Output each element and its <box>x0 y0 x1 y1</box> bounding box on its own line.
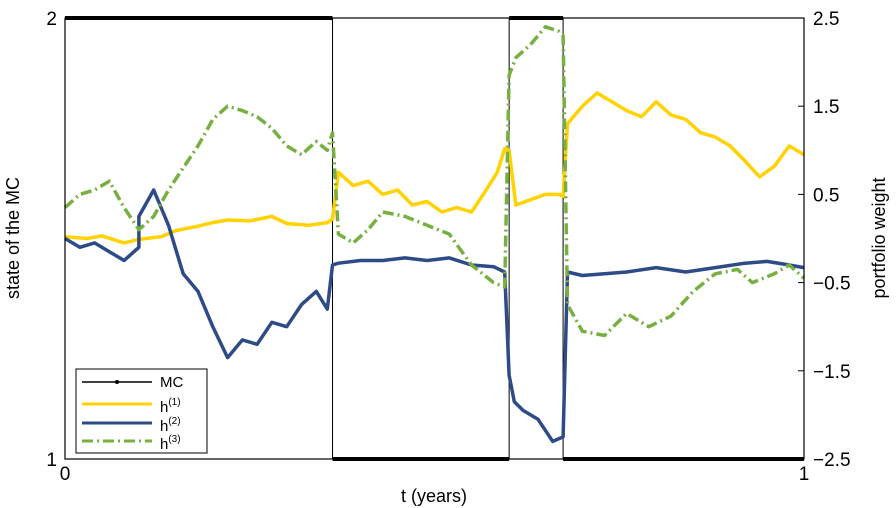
y-right-tick-label: 1.5 <box>813 97 839 118</box>
x-axis-label: t (years) <box>401 486 467 506</box>
y-right-tick-label: −0.5 <box>813 274 851 295</box>
legend-item-h3: h(3) <box>82 434 181 453</box>
y-right-tick-label: 0.5 <box>813 185 839 206</box>
legend-item-mc: MC <box>82 374 183 391</box>
y-right-axis-label: portfolio weight <box>869 177 889 298</box>
legend-item-h2: h(2) <box>82 416 181 435</box>
legend-box <box>75 368 208 454</box>
legend-label-h1-base: h <box>160 399 168 416</box>
legend-marker-mc <box>115 380 119 384</box>
legend-label-h2-base: h <box>160 418 168 435</box>
y-left-axis-label: state of the MC <box>3 177 23 299</box>
series-h1-line <box>64 91 805 245</box>
ticks-layer: 0 112−2.5−1.5−0.50.51.52.5 <box>46 9 850 485</box>
legend-item-h1: h(1) <box>82 397 181 416</box>
legend-label-h3-sup: (3) <box>168 434 180 445</box>
legend: MC h(1) h(2) h(3) <box>75 368 208 454</box>
legend-label-h1-sup: (1) <box>168 397 180 408</box>
y-right-tick-label: −1.5 <box>813 362 851 383</box>
legend-label-h2: h(2) <box>160 416 181 435</box>
legend-label-mc: MC <box>160 374 183 391</box>
legend-label-h3: h(3) <box>160 434 181 453</box>
series-h2-line <box>64 188 805 444</box>
legend-label-h2-sup: (2) <box>168 416 180 427</box>
y-left-tick-label: 2 <box>46 9 57 30</box>
series-h3-line <box>63 25 806 338</box>
x-tick-label: 0 <box>60 464 71 485</box>
plot-frame <box>64 17 805 460</box>
legend-label-h1: h(1) <box>160 397 181 416</box>
x-tick-label: 1 <box>799 464 810 485</box>
y-right-tick-label: −2.5 <box>813 450 851 471</box>
y-right-tick-label: 2.5 <box>813 9 839 30</box>
legend-label-h3-base: h <box>160 436 168 453</box>
series-layer <box>63 25 806 444</box>
y-left-tick-label: 1 <box>46 450 57 471</box>
